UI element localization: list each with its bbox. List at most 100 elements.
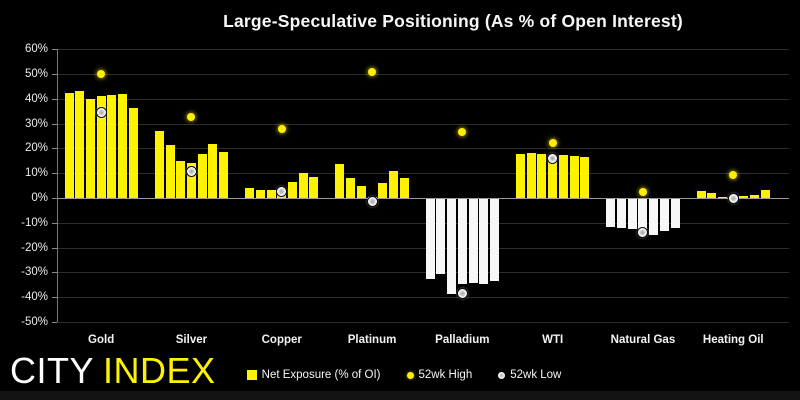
- high-52wk-dot: [638, 188, 647, 197]
- y-axis-tick: [52, 74, 57, 76]
- net-exposure-bar: [516, 153, 526, 198]
- net-exposure-swatch-icon: [246, 370, 257, 380]
- y-axis-label: 20%: [24, 142, 48, 155]
- legend-label-52wk-high: 52wk High: [418, 369, 473, 381]
- high-52wk-dot: [97, 70, 106, 79]
- category-label: Platinum: [347, 334, 397, 346]
- net-exposure-bar: [707, 192, 717, 198]
- legend-label-net-exposure: Net Exposure (% of OI): [261, 369, 381, 381]
- y-axis-label: -50%: [21, 315, 48, 328]
- low-52wk-dot: [637, 226, 649, 238]
- net-exposure-bar: [96, 95, 106, 198]
- category-label: Heating Oil: [702, 334, 764, 346]
- y-axis-label: -40%: [21, 291, 48, 304]
- net-exposure-bar: [537, 153, 547, 198]
- y-axis-label: -20%: [21, 241, 48, 254]
- gridline: [57, 49, 789, 51]
- net-exposure-bar: [638, 199, 648, 234]
- net-exposure-bar: [627, 199, 637, 230]
- y-axis-label: -10%: [21, 216, 48, 229]
- net-exposure-bar: [659, 199, 669, 232]
- net-exposure-bar: [750, 195, 760, 198]
- net-exposure-bar: [255, 190, 265, 198]
- y-axis-tick: [52, 321, 57, 323]
- y-axis-tick: [52, 247, 57, 249]
- net-exposure-bar: [165, 145, 175, 198]
- net-exposure-bar: [548, 155, 558, 198]
- net-exposure-bar: [696, 191, 706, 198]
- net-exposure-bar: [219, 152, 229, 198]
- gridline: [57, 321, 789, 323]
- net-exposure-bar: [489, 199, 499, 282]
- net-exposure-bar: [128, 108, 138, 198]
- net-exposure-bar: [580, 156, 590, 198]
- gridline: [57, 173, 789, 175]
- y-axis-tick: [52, 148, 57, 150]
- y-axis-tick: [52, 272, 57, 274]
- high-52wk-dot: [368, 68, 377, 77]
- y-axis-tick: [52, 49, 57, 51]
- low-52wk-dot: [727, 192, 739, 204]
- net-exposure-bar: [266, 189, 276, 198]
- net-exposure-bar: [378, 183, 388, 198]
- high-dot-icon: [406, 371, 414, 379]
- net-exposure-bar: [739, 196, 749, 198]
- y-axis-line: [57, 49, 58, 322]
- low-52wk-dot: [276, 186, 288, 198]
- y-axis-tick: [52, 222, 57, 224]
- net-exposure-bar: [649, 199, 659, 236]
- y-axis-label: 10%: [24, 167, 48, 180]
- net-exposure-bar: [569, 155, 579, 198]
- low-52wk-dot: [456, 287, 468, 299]
- net-exposure-bar: [118, 93, 128, 198]
- y-axis-tick: [52, 98, 57, 100]
- net-exposure-bar: [64, 92, 74, 198]
- gridline: [57, 222, 789, 224]
- logo-text-index: INDEX: [103, 350, 216, 391]
- low-52wk-dot: [95, 106, 107, 118]
- net-exposure-bar: [346, 177, 356, 198]
- category-label: Copper: [261, 334, 302, 346]
- net-exposure-bar: [245, 188, 255, 198]
- gridline: [57, 148, 789, 150]
- net-exposure-bar: [617, 199, 627, 229]
- legend-item-52wk-low: 52wk Low: [498, 369, 561, 381]
- high-52wk-dot: [458, 127, 467, 136]
- net-exposure-bar: [606, 199, 616, 227]
- legend-item-52wk-high: 52wk High: [406, 369, 473, 381]
- y-axis-label: 40%: [24, 92, 48, 105]
- y-axis-label: 0%: [31, 192, 48, 204]
- high-52wk-dot: [548, 138, 557, 147]
- gridline: [57, 98, 789, 100]
- net-exposure-bar: [388, 171, 398, 198]
- net-exposure-bar: [176, 160, 186, 198]
- high-52wk-dot: [187, 113, 196, 121]
- net-exposure-bar: [670, 199, 680, 229]
- y-axis-label: 50%: [24, 68, 48, 81]
- category-label: Natural Gas: [610, 334, 676, 346]
- y-axis-label: 30%: [24, 117, 48, 130]
- category-label: Gold: [88, 334, 115, 346]
- y-axis-tick: [52, 198, 57, 199]
- net-exposure-bar: [208, 144, 218, 198]
- net-exposure-bar: [526, 152, 536, 198]
- legend: Net Exposure (% of OI) 52wk High 52wk Lo…: [98, 369, 710, 381]
- y-axis-label: -30%: [21, 266, 48, 279]
- gridline: [52, 198, 789, 199]
- low-52wk-dot: [547, 153, 559, 165]
- legend-label-52wk-low: 52wk Low: [510, 369, 562, 381]
- net-exposure-bar: [75, 90, 85, 198]
- low-52wk-dot: [185, 166, 197, 178]
- gridline: [57, 297, 789, 299]
- net-exposure-bar: [447, 199, 457, 294]
- net-exposure-bar: [425, 199, 435, 279]
- net-exposure-bar: [197, 153, 207, 198]
- net-exposure-bar: [718, 197, 728, 198]
- net-exposure-bar: [298, 172, 308, 198]
- low-dot-icon: [498, 371, 506, 379]
- category-label: WTI: [542, 334, 564, 346]
- logo-text-city: CITY: [10, 350, 95, 391]
- net-exposure-bar: [154, 130, 164, 198]
